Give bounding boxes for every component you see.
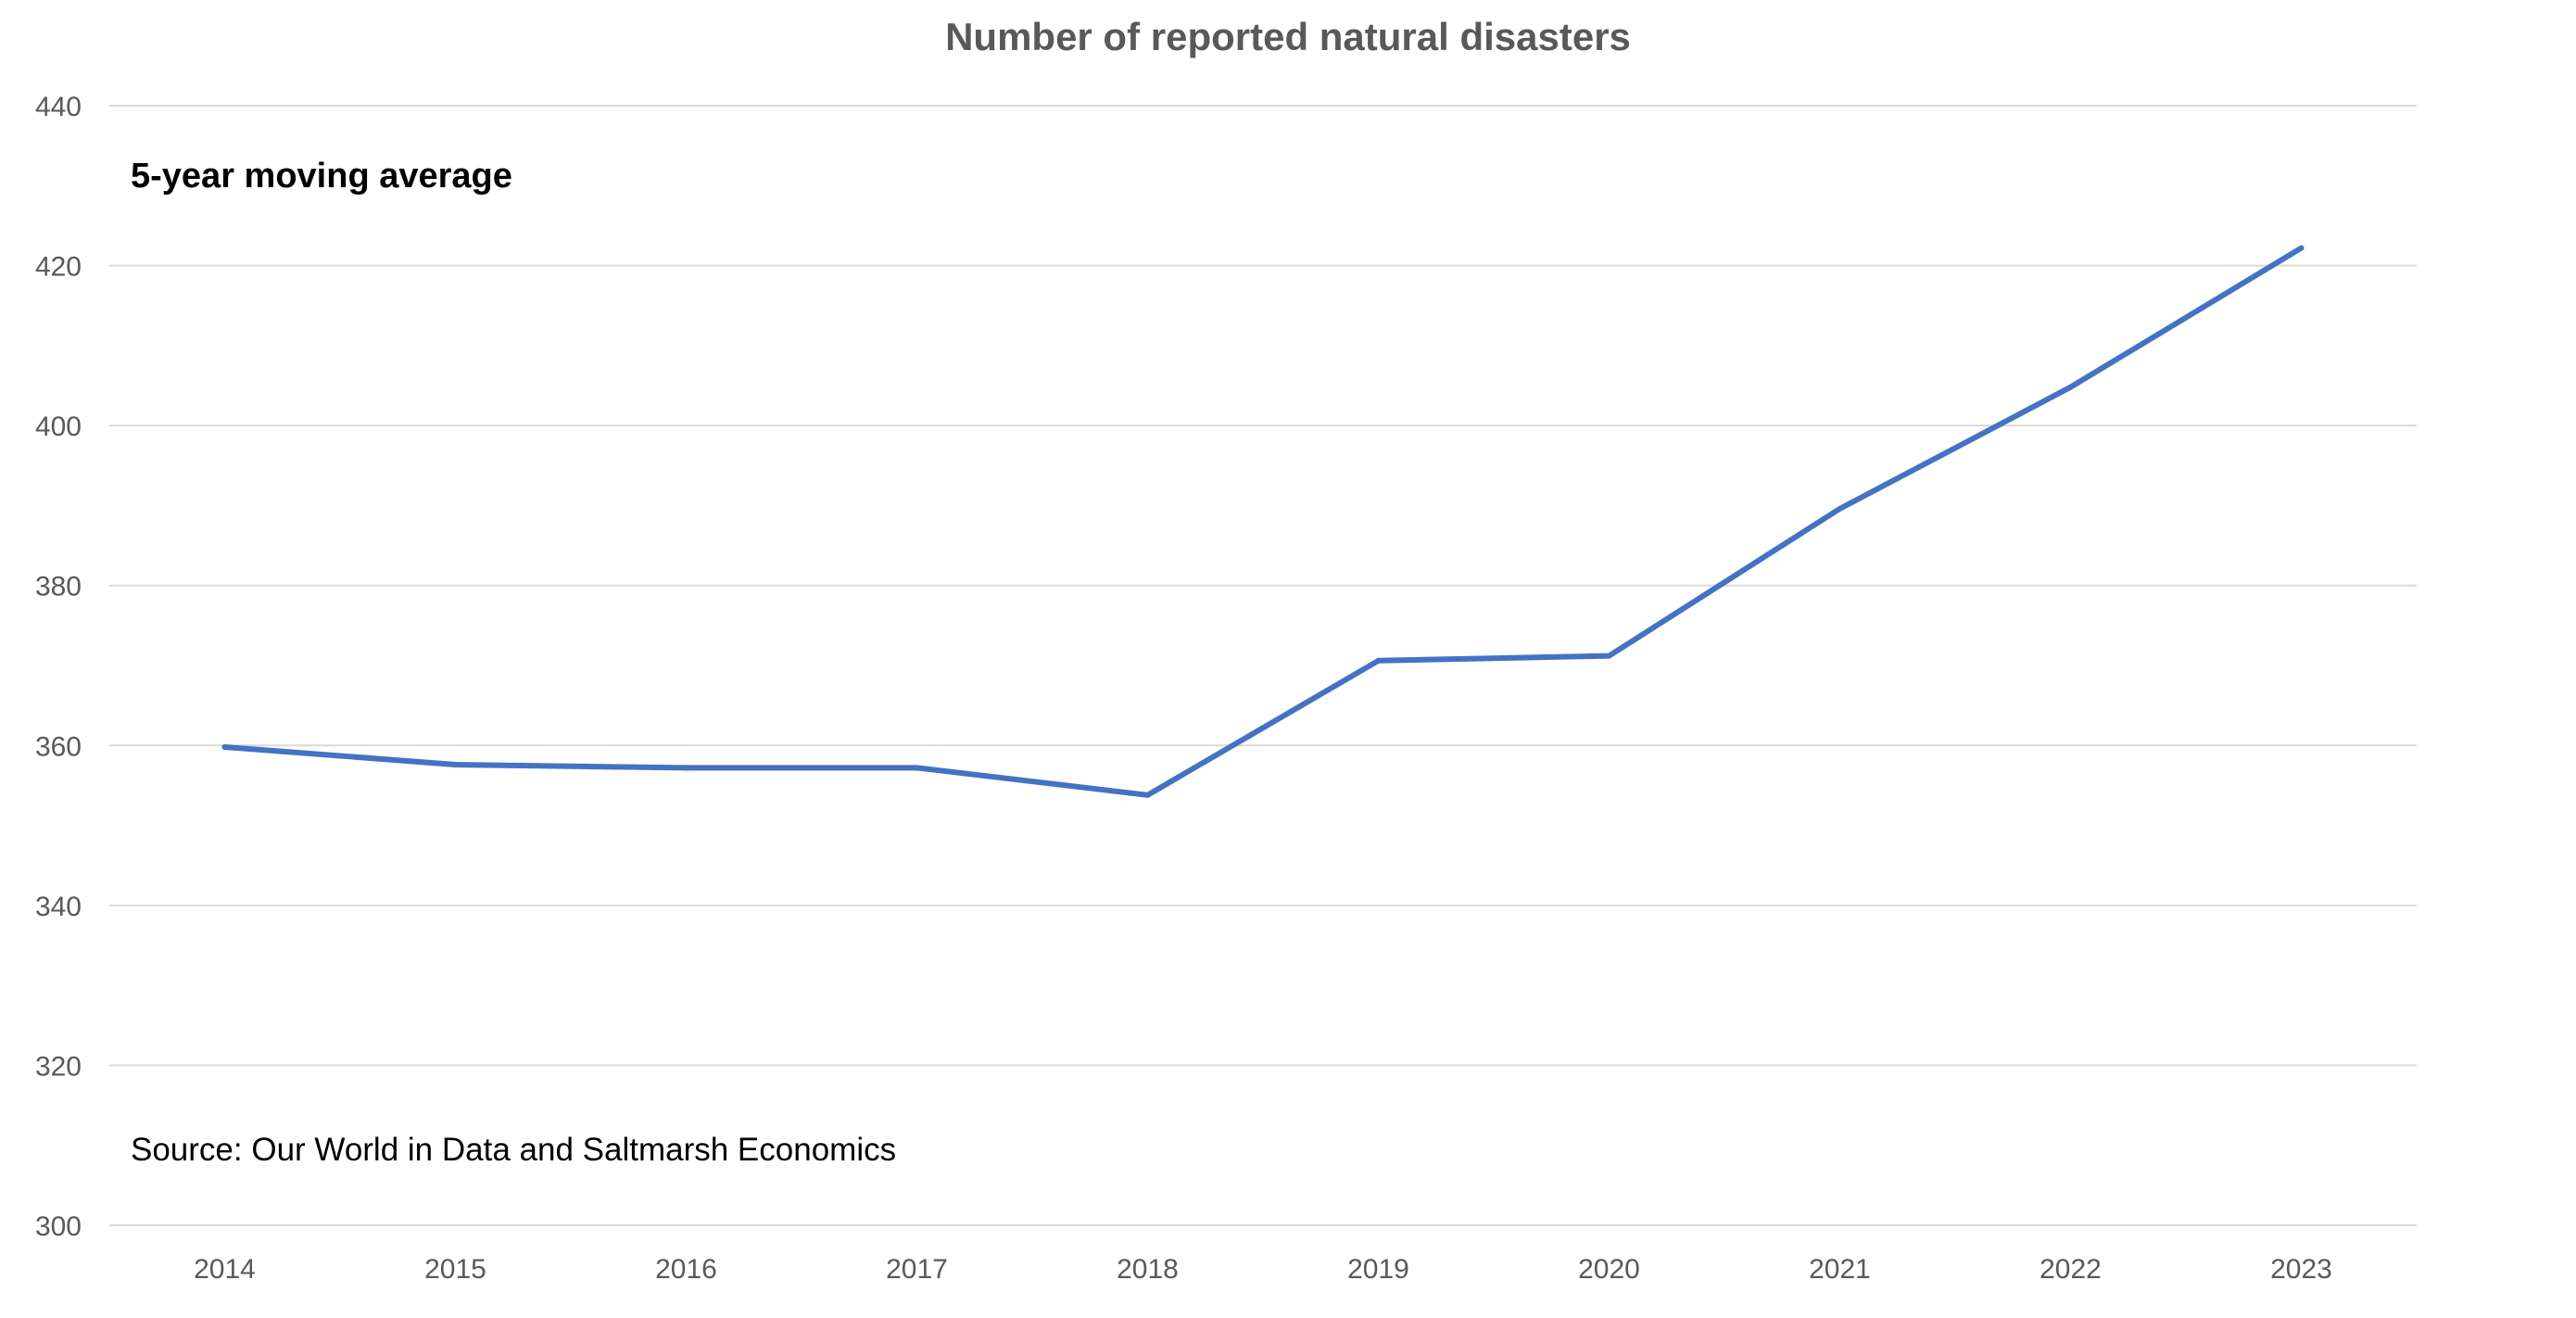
data-point xyxy=(1837,505,1843,512)
y-tick-label: 340 xyxy=(35,892,82,922)
x-tick-label: 2023 xyxy=(2270,1254,2332,1285)
y-tick-label: 420 xyxy=(35,252,82,283)
y-tick-label: 300 xyxy=(35,1211,82,1242)
data-point xyxy=(1375,657,1382,664)
series-line xyxy=(221,245,2305,798)
data-point xyxy=(221,744,228,751)
y-tick-label: 440 xyxy=(35,92,82,122)
data-point xyxy=(2298,245,2305,251)
x-tick-label: 2015 xyxy=(424,1254,486,1285)
x-tick-label: 2020 xyxy=(1578,1254,1640,1285)
y-axis-ticks: 300 320 340 360 380 400 420 440 xyxy=(35,92,82,1242)
x-tick-label: 2018 xyxy=(1117,1254,1179,1285)
data-point xyxy=(2067,384,2074,390)
x-axis-ticks: 2014 2015 2016 2017 2018 2019 2020 2021 2022 2023 xyxy=(194,1254,2332,1285)
x-tick-label: 2017 xyxy=(886,1254,948,1285)
x-tick-label: 2019 xyxy=(1347,1254,1409,1285)
y-tick-label: 380 xyxy=(35,572,82,602)
x-tick-label: 2016 xyxy=(655,1254,717,1285)
chart-subtitle-annotation: 5-year moving average xyxy=(131,157,512,196)
x-tick-label: 2014 xyxy=(194,1254,256,1285)
data-point xyxy=(683,765,689,771)
y-tick-label: 320 xyxy=(35,1051,82,1082)
x-tick-label: 2022 xyxy=(2039,1254,2102,1285)
y-tick-label: 360 xyxy=(35,731,82,762)
data-point xyxy=(914,765,920,771)
data-point xyxy=(452,761,459,767)
source-annotation: Source: Our World in Data and Saltmarsh … xyxy=(131,1132,896,1168)
chart-title: Number of reported natural disasters xyxy=(945,15,1631,58)
y-tick-label: 400 xyxy=(35,412,82,442)
gridlines xyxy=(109,105,2417,1226)
series-layer xyxy=(221,245,2305,798)
x-tick-label: 2021 xyxy=(1809,1254,1871,1285)
data-point xyxy=(1144,792,1151,798)
data-point xyxy=(1606,653,1612,659)
